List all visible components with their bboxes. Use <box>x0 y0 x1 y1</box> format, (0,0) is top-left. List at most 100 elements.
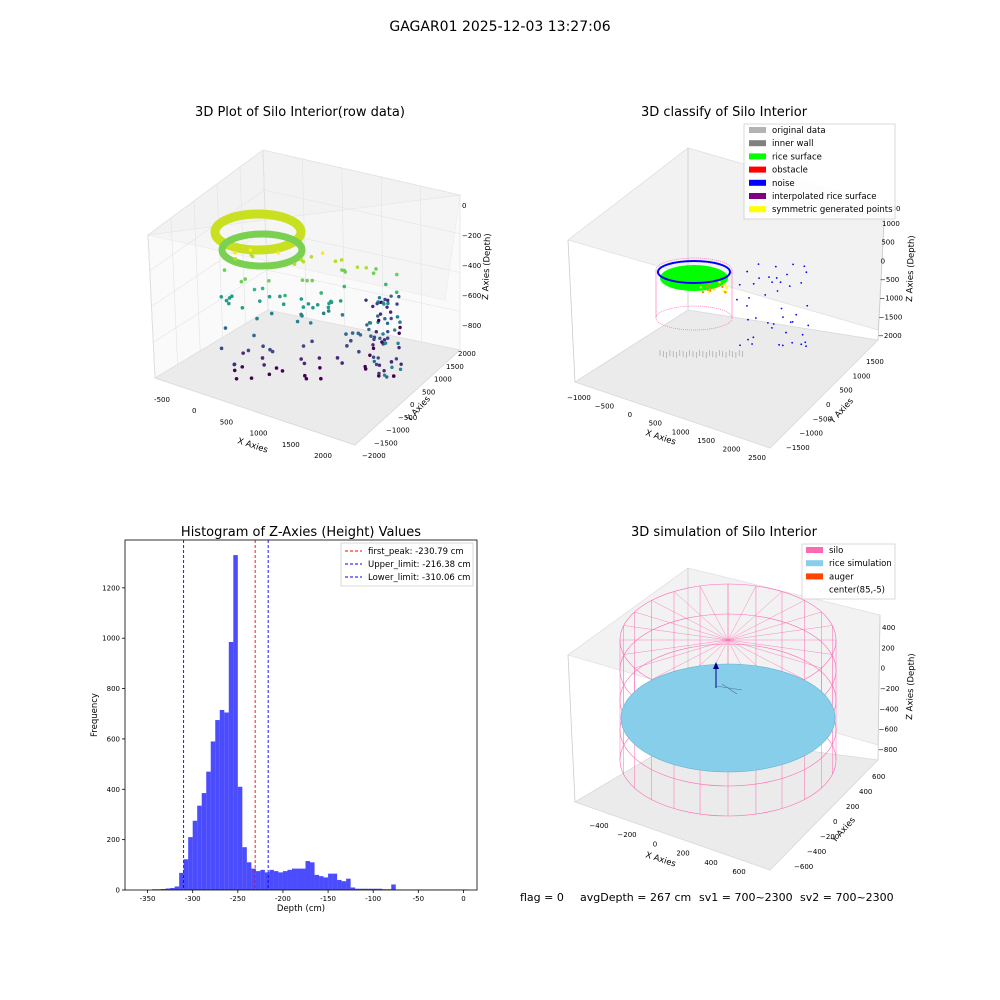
histogram-bar <box>377 888 383 890</box>
raw-point <box>382 369 386 373</box>
silo-roof-spoke <box>623 639 729 655</box>
histogram-bar <box>341 881 347 890</box>
panel1-ylabel: Y Axies <box>404 394 433 425</box>
legend-swatch <box>806 586 823 593</box>
raw-point <box>394 290 399 295</box>
legend-entry: silo <box>829 546 843 556</box>
raw-point <box>335 356 340 360</box>
raw-point <box>283 293 287 298</box>
legend-swatch <box>749 206 766 213</box>
status-line: flag = 0 avgDepth = 267 cm sv1 = 700~230… <box>520 891 894 904</box>
raw-point <box>363 364 367 369</box>
panel-simulation: 3D simulation of Silo Interior −400 −200 0… <box>567 525 917 876</box>
silo-roof-spoke <box>727 639 833 655</box>
raw-point <box>377 296 382 300</box>
panel2-y-tick-label: −500 <box>813 415 832 423</box>
silo-roof-spoke <box>727 611 822 641</box>
panel2-z-tick-label: −2000 <box>878 332 902 340</box>
legend-entry: Lower_limit: -310.06 cm <box>368 573 470 583</box>
legend-swatch <box>749 193 766 199</box>
classify-noise-point <box>792 263 794 266</box>
panel4-y-tick-label: −200 <box>820 833 839 841</box>
raw-point <box>278 294 282 299</box>
classify-noise-point <box>738 283 741 286</box>
raw-point <box>260 356 265 360</box>
panel2-x-tick-label: −1000 <box>567 394 591 402</box>
classify-symmetric-point <box>701 291 705 294</box>
panel4-x-tick-label: 400 <box>704 859 717 867</box>
raw-point <box>397 345 401 350</box>
raw-point <box>385 305 389 309</box>
raw-point <box>223 326 228 330</box>
status-sv1: sv1 = 700~2300 <box>699 891 793 904</box>
legend-swatch <box>749 127 766 133</box>
raw-point <box>395 272 399 277</box>
raw-point <box>224 298 229 303</box>
panel4-x-ticks: −400 −200 0 200 400 600 <box>589 822 745 876</box>
raw-point <box>367 327 371 332</box>
raw-point <box>219 346 224 351</box>
panel2-z-tick-label: 0 <box>881 257 885 265</box>
histogram-bar <box>319 876 324 890</box>
raw-point <box>318 365 322 370</box>
legend-entry: first_peak: -230.79 cm <box>368 547 464 557</box>
raw-point <box>321 311 326 316</box>
panel2-x-tick-label: 1500 <box>697 437 715 445</box>
classify-noise-point <box>771 281 774 284</box>
histogram-y-tick-label: 600 <box>107 735 120 743</box>
raw-point <box>392 328 397 332</box>
histogram-bar <box>310 862 315 890</box>
classify-noise-point <box>766 321 769 324</box>
panel4-x-tick-label: 0 <box>653 840 657 848</box>
raw-point <box>269 311 274 316</box>
raw-point <box>345 344 349 348</box>
histogram-x-tick-label: -200 <box>275 895 291 903</box>
classify-noise-point <box>758 277 761 280</box>
raw-point <box>344 332 348 336</box>
classify-noise-point <box>789 321 792 324</box>
panel2-title: 3D classify of Silo Interior <box>641 105 808 120</box>
raw-point <box>368 321 373 325</box>
panel2-x-tick-label: 2000 <box>723 445 741 453</box>
legend-entry: inner wall <box>772 139 813 149</box>
raw-point <box>276 251 281 255</box>
panel1-x-tick-label: 1000 <box>250 430 268 438</box>
histogram-bar <box>174 886 180 890</box>
silo-roof-spoke <box>727 585 757 641</box>
raw-point <box>394 357 399 361</box>
raw-point <box>340 361 344 365</box>
raw-point <box>350 331 355 335</box>
panel4-x-tick-label: 200 <box>676 850 689 858</box>
raw-point <box>340 268 344 272</box>
histogram-x-tick-label: 0 <box>461 895 465 903</box>
panel4-z-tick-label: −400 <box>879 705 898 713</box>
panel4-y-tick-label: −600 <box>794 863 813 871</box>
panel4-y-tick-label: 0 <box>833 818 837 826</box>
histogram-x-ticks: -350 -300 -250 -200 -150 -100 -50 0 <box>140 890 466 903</box>
raw-point <box>270 349 275 354</box>
legend-swatch <box>806 560 823 567</box>
raw-point <box>371 346 376 351</box>
histogram-y-tick-label: 800 <box>107 685 120 693</box>
raw-point <box>380 340 384 344</box>
raw-point <box>343 270 348 274</box>
raw-point <box>339 258 344 262</box>
panel1-y-tick-label: 0 <box>410 401 414 409</box>
raw-point <box>385 321 390 326</box>
raw-point <box>390 365 394 370</box>
raw-point <box>317 356 322 360</box>
legend-entry: obstacle <box>772 166 808 176</box>
panel2-y-tick-label: −1500 <box>786 444 810 452</box>
status-sv2: sv2 = 700~2300 <box>800 891 894 904</box>
histogram-bar <box>332 873 338 890</box>
classify-noise-ring <box>657 260 731 284</box>
histogram-y-tick-label: 200 <box>107 836 120 844</box>
histogram-bar <box>233 555 238 890</box>
panel2-y-tick-label: 500 <box>839 387 852 395</box>
classify-noise-point <box>776 290 779 292</box>
raw-point <box>383 317 387 321</box>
histogram-legend: first_peak: -230.79 cm Upper_limit: -216.… <box>340 542 474 587</box>
raw-point <box>260 286 265 291</box>
raw-point <box>295 319 300 324</box>
panel1-x-tick-label: -500 <box>154 396 170 404</box>
